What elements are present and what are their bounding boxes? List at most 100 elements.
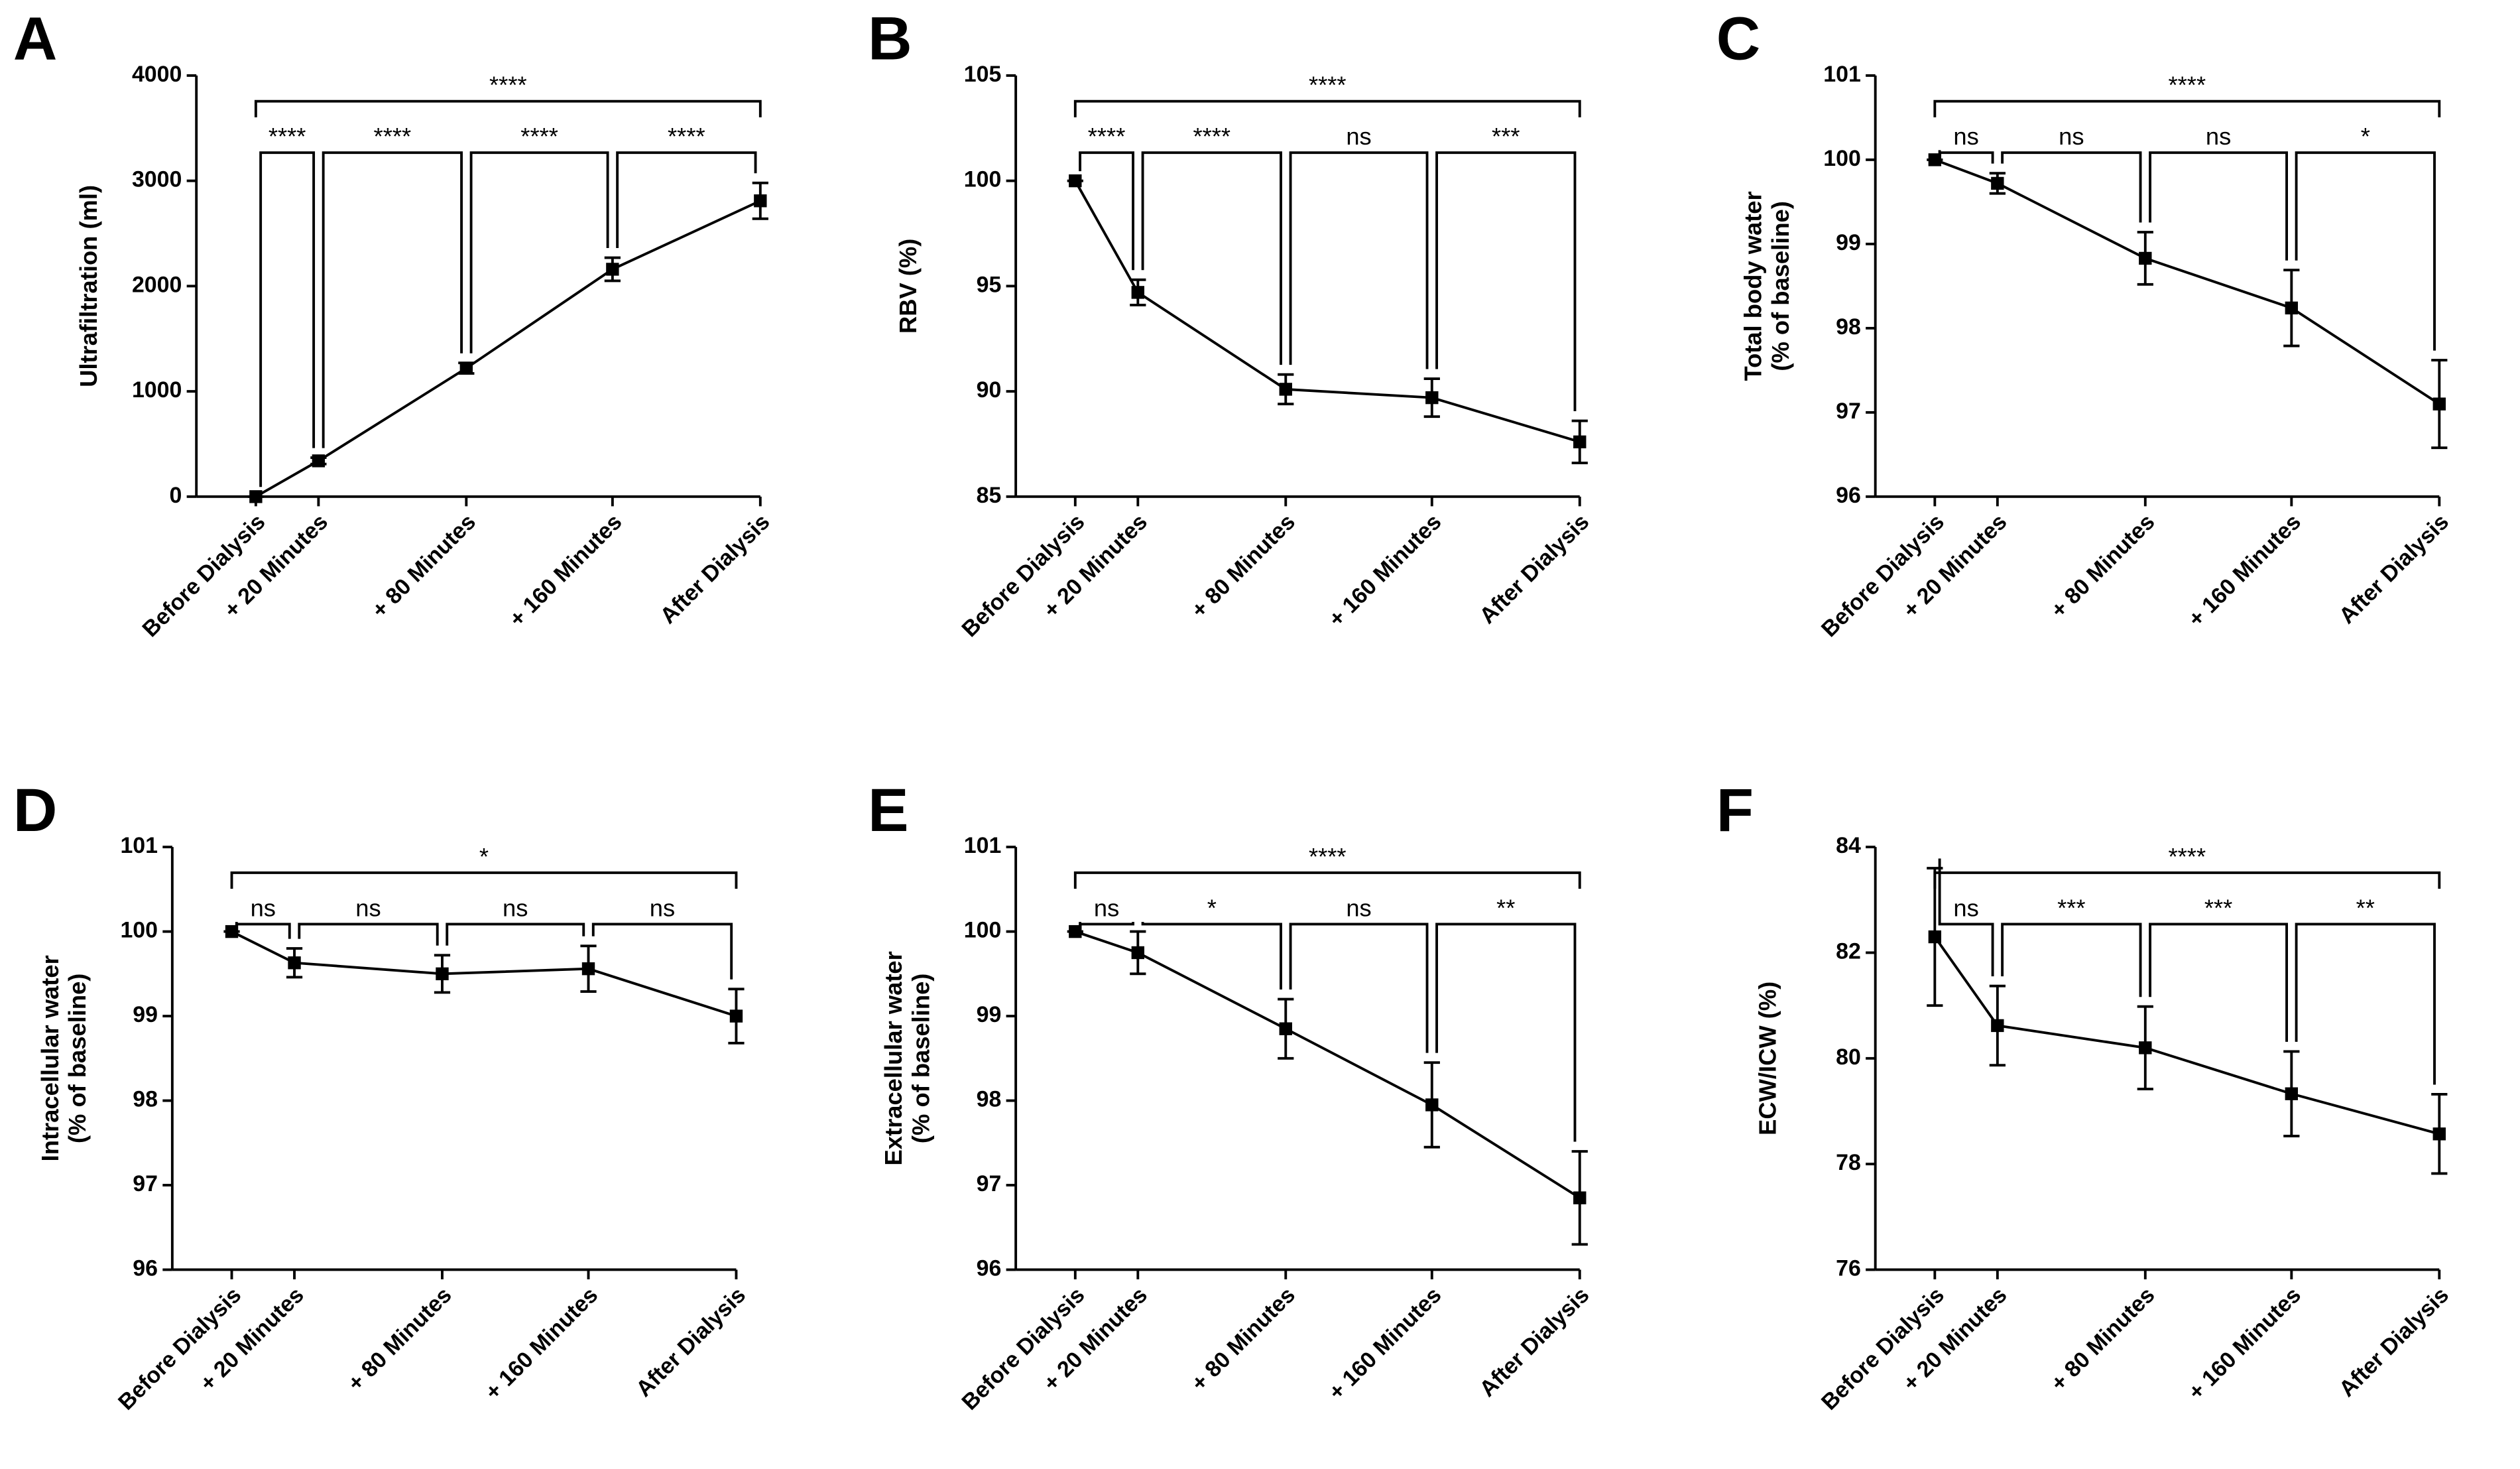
y-tick-label: 98 [1836,314,1861,340]
y-axis-title: RBV (%) [894,239,922,334]
data-point [249,490,263,503]
y-tick-label: 0 [170,483,182,508]
x-tick-label: After Dialysis [655,509,774,629]
data-line [1075,930,1581,1199]
y-tick-label: 97 [977,1171,1002,1196]
y-axis-title: Ultrafiltration (ml) [75,185,102,387]
significance-bracket [1938,858,1994,977]
y-axis-title: Total body water [1740,191,1767,381]
y-tick-label: 4000 [132,62,182,87]
y-tick-label: 101 [964,833,1002,858]
significance-label: ns [355,894,381,921]
significance-bracket [1435,151,1577,412]
significance-bracket [1289,151,1429,369]
significance-label: **** [374,123,412,150]
y-tick-label: 96 [1836,483,1861,508]
y-tick-label: 98 [977,1087,1002,1112]
panel-letter: B [868,5,912,73]
significance-bracket [591,923,733,980]
x-tick-label: + 160 Minutes [1324,509,1447,632]
significance-bracket [469,151,609,353]
significance-label: ns [503,894,528,921]
x-tick-label: + 80 Minutes [1187,509,1300,623]
significance-bracket [235,922,291,939]
significance-bracket [1141,151,1282,365]
data-point [2432,397,2446,411]
y-tick-label: 97 [1836,399,1861,424]
y-tick-label: 100 [1823,146,1861,171]
y-tick-label: 96 [977,1255,1002,1281]
y-axis-title: ECW/ICW (%) [1754,982,1781,1135]
y-tick-label: 1000 [132,377,182,403]
data-point [1425,391,1439,405]
significance-bracket [230,871,738,889]
y-tick-label: 76 [1836,1255,1861,1281]
x-tick-label: After Dialysis [631,1283,750,1402]
data-point [1928,930,1942,944]
significance-label: *** [2204,894,2232,921]
data-line [231,930,737,1017]
y-axis-title: (% of baseline) [1767,201,1794,371]
significance-bracket [1141,922,1282,990]
significance-label: **** [668,123,705,150]
significance-label: ns [650,894,675,921]
significance-label: **** [269,123,306,150]
data-point [606,263,619,276]
significance-label: ns [2206,123,2231,150]
y-tick-label: 90 [977,377,1002,403]
data-point [225,925,239,938]
significance-bracket [2295,923,2436,1085]
y-tick-label: 98 [133,1087,158,1112]
panel-letter: D [13,776,58,844]
data-line [1934,159,2440,405]
data-point [1991,176,2004,190]
panel-letter: C [1716,5,1761,73]
significance-bracket [2149,923,2288,1042]
x-tick-label: After Dialysis [2334,509,2454,629]
y-tick-label: 100 [120,918,158,943]
y-tick-label: 95 [977,272,1002,297]
y-tick-label: 78 [1836,1150,1861,1175]
significance-bracket [616,151,757,248]
x-tick-label: + 160 Minutes [480,1283,603,1405]
x-tick-label: + 80 Minutes [367,509,481,623]
significance-label: ns [251,894,276,921]
data-point [1279,383,1292,396]
data-point [459,361,473,375]
panel-letter: F [1716,776,1754,844]
significance-label: **** [1309,843,1347,870]
y-tick-label: 100 [964,167,1002,192]
significance-label: **** [1193,123,1231,150]
significance-bracket [1079,922,1134,926]
panel-letter: E [868,776,908,844]
data-point [2432,1127,2446,1141]
significance-bracket [1933,871,2441,889]
y-tick-label: 105 [964,62,1002,87]
data-point [1928,153,1942,166]
significance-bracket [2001,151,2142,223]
significance-label: **** [1088,123,1126,150]
significance-bracket [254,99,762,117]
significance-bracket [2149,151,2288,261]
data-point [2285,301,2299,315]
significance-label: * [1207,894,1217,921]
y-tick-label: 82 [1836,938,1861,964]
significance-label: ns [1953,894,1978,921]
significance-bracket [2295,151,2436,351]
significance-label: **** [2169,72,2206,99]
data-point [312,454,326,468]
data-point [1131,946,1145,960]
panel-letter: A [13,5,58,73]
data-point [288,956,301,970]
data-line [1074,180,1581,444]
y-axis-title: (% of baseline) [64,974,91,1143]
data-point [436,967,449,981]
y-axis-title: (% of baseline) [907,974,934,1143]
significance-label: **** [2169,843,2206,870]
significance-label: ns [1953,123,1978,150]
y-tick-label: 99 [1836,230,1861,255]
data-line [1933,936,2440,1135]
data-point [1573,1191,1587,1204]
